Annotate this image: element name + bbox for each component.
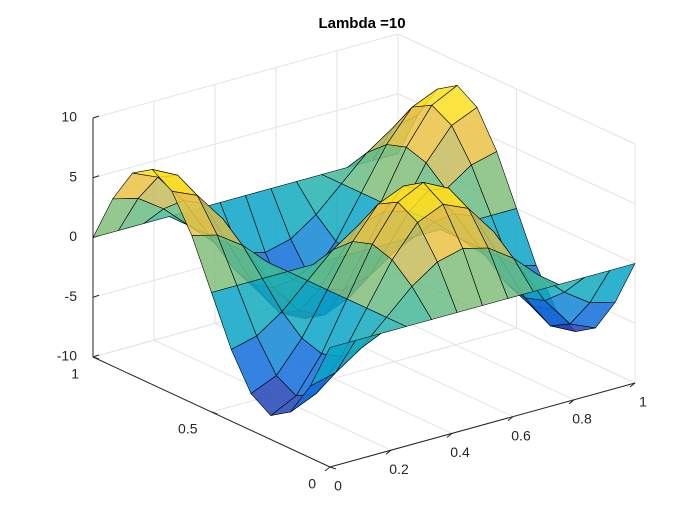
x-tick-label: 0.6 <box>511 427 531 443</box>
z-tick-label: -10 <box>57 348 77 364</box>
grid-line <box>92 33 399 119</box>
z-tick <box>92 115 100 119</box>
x-tick-label: 0 <box>334 478 342 494</box>
x-tick-label: 0.8 <box>572 411 592 427</box>
surface-patch <box>309 340 356 387</box>
x-tick <box>385 449 392 455</box>
z-tick <box>92 354 100 358</box>
x-tick-label: 1 <box>639 394 647 410</box>
chart-title: Lambda =10 <box>318 15 405 32</box>
x-tick-label: 0.4 <box>450 444 470 460</box>
x-tick <box>507 416 514 421</box>
x-tick <box>568 399 575 405</box>
x-tick <box>446 433 453 438</box>
grid-line <box>397 33 636 145</box>
y-tick-label: 0 <box>308 476 316 492</box>
z-tick-label: 10 <box>61 109 77 125</box>
z-tick-label: 0 <box>69 228 77 244</box>
y-tick <box>211 411 218 415</box>
z-tick <box>92 175 100 179</box>
x-tick-label: 0.2 <box>389 461 409 477</box>
z-tick-label: -5 <box>65 288 78 304</box>
y-tick-label: 1 <box>71 366 79 382</box>
z-tick-label: 5 <box>69 168 77 184</box>
z-tick <box>92 294 100 298</box>
x-axis <box>329 382 636 468</box>
grid-line <box>92 93 399 179</box>
x-tick <box>324 466 331 472</box>
y-tick <box>329 466 337 470</box>
y-tick-label: 0.5 <box>178 421 198 437</box>
x-tick <box>629 382 636 388</box>
y-tick <box>92 356 100 360</box>
